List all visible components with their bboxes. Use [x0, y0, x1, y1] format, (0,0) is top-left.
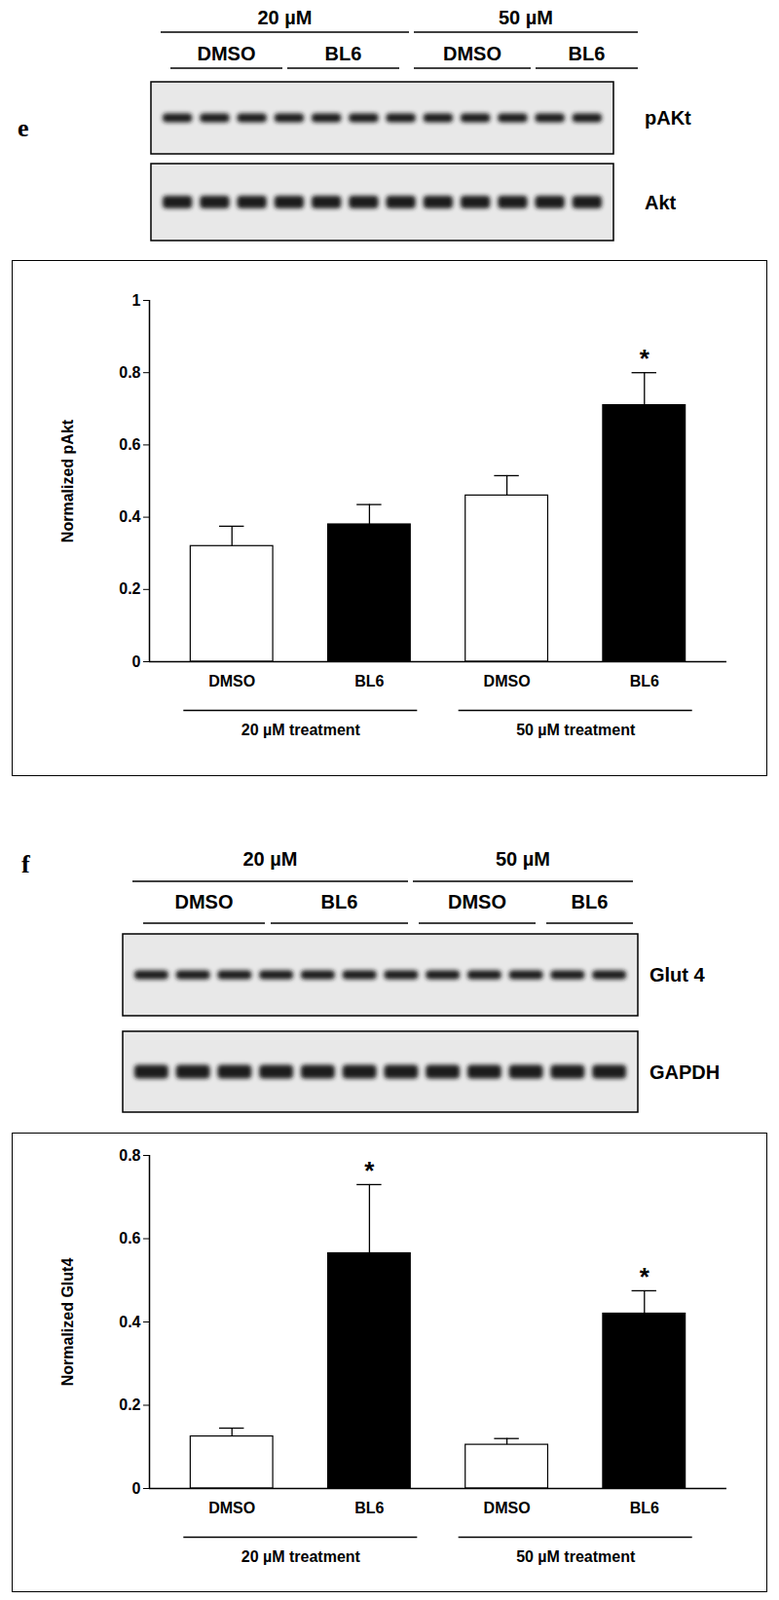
svg-text:Normalized Glut4: Normalized Glut4 — [59, 1258, 76, 1387]
svg-text:BL6: BL6 — [325, 42, 363, 65]
svg-text:DMSO: DMSO — [447, 890, 507, 913]
svg-text:Normalized pAkt: Normalized pAkt — [59, 418, 76, 543]
svg-text:BL6: BL6 — [630, 672, 660, 690]
svg-text:50 µM treatment: 50 µM treatment — [516, 721, 636, 739]
svg-text:DMSO: DMSO — [175, 890, 234, 913]
svg-text:0.2: 0.2 — [118, 1396, 141, 1413]
svg-text:f: f — [21, 850, 31, 879]
svg-text:0: 0 — [132, 653, 142, 670]
svg-text:GAPDH: GAPDH — [649, 1061, 720, 1083]
svg-text:Glut 4: Glut 4 — [649, 964, 706, 986]
svg-text:0.8: 0.8 — [118, 364, 141, 381]
svg-text:BL6: BL6 — [571, 890, 609, 913]
svg-text:*: * — [639, 1261, 651, 1292]
svg-text:0.2: 0.2 — [118, 580, 141, 597]
svg-text:BL6: BL6 — [568, 42, 606, 65]
svg-text:50 µM: 50 µM — [495, 848, 551, 870]
svg-text:50 µM: 50 µM — [498, 6, 554, 29]
svg-text:0.8: 0.8 — [118, 1147, 141, 1164]
svg-text:0: 0 — [132, 1480, 142, 1497]
svg-text:0.6: 0.6 — [118, 436, 141, 453]
svg-text:0.4: 0.4 — [118, 1313, 141, 1331]
svg-text:*: * — [364, 1155, 375, 1186]
svg-text:pAKt: pAKt — [644, 107, 692, 129]
svg-text:DMSO: DMSO — [483, 672, 531, 690]
svg-text:DMSO: DMSO — [483, 1499, 531, 1517]
svg-text:DMSO: DMSO — [443, 42, 502, 65]
svg-text:20 µM: 20 µM — [258, 6, 313, 29]
svg-text:BL6: BL6 — [630, 1499, 660, 1517]
svg-text:0.4: 0.4 — [118, 508, 141, 525]
svg-text:0.6: 0.6 — [118, 1229, 141, 1247]
svg-text:DMSO: DMSO — [208, 1499, 256, 1517]
svg-text:BL6: BL6 — [354, 1499, 384, 1517]
svg-text:BL6: BL6 — [321, 890, 359, 913]
svg-text:*: * — [639, 343, 651, 373]
svg-text:20 µM: 20 µM — [243, 848, 298, 870]
svg-text:20 µM treatment: 20 µM treatment — [241, 721, 362, 739]
svg-text:DMSO: DMSO — [208, 672, 256, 690]
svg-text:BL6: BL6 — [354, 672, 384, 690]
svg-text:50 µM treatment: 50 µM treatment — [516, 1548, 636, 1565]
svg-text:1: 1 — [132, 292, 142, 309]
svg-text:e: e — [17, 113, 30, 143]
svg-text:DMSO: DMSO — [197, 42, 257, 65]
svg-text:Akt: Akt — [644, 191, 677, 214]
svg-text:20 µM treatment: 20 µM treatment — [241, 1548, 362, 1565]
